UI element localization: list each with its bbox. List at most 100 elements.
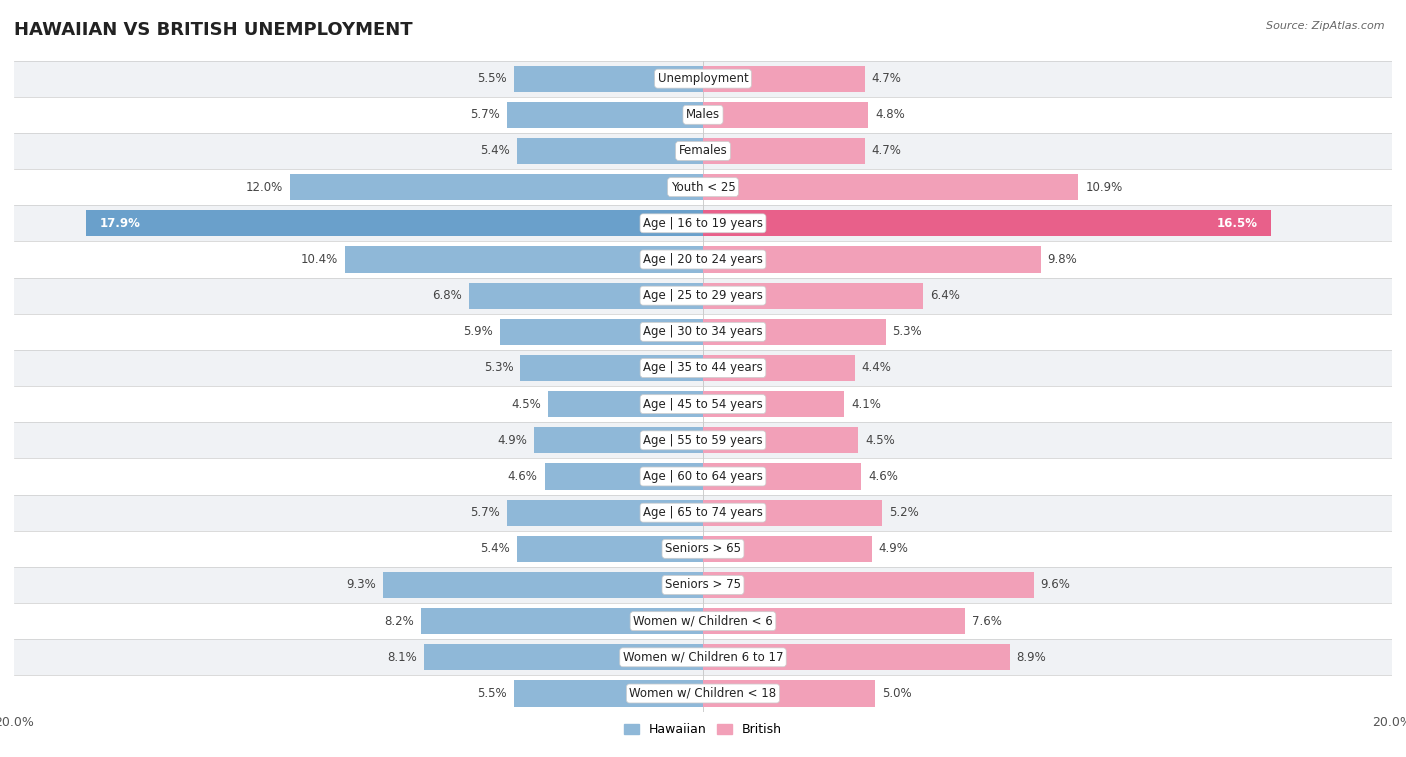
Text: 5.7%: 5.7%: [470, 108, 499, 121]
Bar: [703, 608, 965, 634]
Text: Women w/ Children 6 to 17: Women w/ Children 6 to 17: [623, 651, 783, 664]
Bar: [420, 608, 703, 634]
Bar: [513, 66, 703, 92]
Text: 4.9%: 4.9%: [879, 542, 908, 556]
Bar: [703, 247, 1040, 273]
Text: 16.5%: 16.5%: [1216, 217, 1257, 230]
Bar: [14, 61, 1392, 97]
Bar: [703, 644, 1010, 671]
Text: Age | 20 to 24 years: Age | 20 to 24 years: [643, 253, 763, 266]
Text: Age | 30 to 34 years: Age | 30 to 34 years: [643, 326, 763, 338]
Legend: Hawaiian, British: Hawaiian, British: [619, 718, 787, 741]
Text: 5.5%: 5.5%: [477, 687, 506, 700]
Text: 5.4%: 5.4%: [481, 542, 510, 556]
Text: 5.3%: 5.3%: [484, 362, 513, 375]
Text: 4.5%: 4.5%: [512, 397, 541, 410]
Bar: [703, 500, 882, 525]
Text: 4.6%: 4.6%: [869, 470, 898, 483]
Bar: [506, 500, 703, 525]
Bar: [517, 536, 703, 562]
Text: Age | 45 to 54 years: Age | 45 to 54 years: [643, 397, 763, 410]
Text: Age | 60 to 64 years: Age | 60 to 64 years: [643, 470, 763, 483]
Text: Unemployment: Unemployment: [658, 72, 748, 85]
Text: 8.1%: 8.1%: [387, 651, 418, 664]
Text: Youth < 25: Youth < 25: [671, 181, 735, 194]
Text: 6.8%: 6.8%: [432, 289, 461, 302]
Bar: [703, 174, 1078, 200]
Text: 9.8%: 9.8%: [1047, 253, 1077, 266]
Bar: [14, 494, 1392, 531]
Bar: [517, 138, 703, 164]
Bar: [14, 459, 1392, 494]
Text: 4.6%: 4.6%: [508, 470, 537, 483]
Text: 8.9%: 8.9%: [1017, 651, 1046, 664]
Bar: [703, 282, 924, 309]
Text: 4.7%: 4.7%: [872, 145, 901, 157]
Text: 4.7%: 4.7%: [872, 72, 901, 85]
Text: 4.8%: 4.8%: [875, 108, 905, 121]
Bar: [14, 313, 1392, 350]
Text: 5.0%: 5.0%: [882, 687, 911, 700]
Bar: [703, 355, 855, 381]
Text: 5.9%: 5.9%: [463, 326, 494, 338]
Text: 5.2%: 5.2%: [889, 506, 918, 519]
Text: 12.0%: 12.0%: [246, 181, 283, 194]
Text: Women w/ Children < 18: Women w/ Children < 18: [630, 687, 776, 700]
Bar: [499, 319, 703, 345]
Bar: [14, 386, 1392, 422]
Bar: [14, 567, 1392, 603]
Bar: [14, 205, 1392, 241]
Bar: [544, 463, 703, 490]
Text: 4.1%: 4.1%: [851, 397, 882, 410]
Text: 17.9%: 17.9%: [100, 217, 141, 230]
Bar: [290, 174, 703, 200]
Text: Seniors > 75: Seniors > 75: [665, 578, 741, 591]
Text: 4.5%: 4.5%: [865, 434, 894, 447]
Text: Males: Males: [686, 108, 720, 121]
Bar: [703, 391, 844, 417]
Bar: [468, 282, 703, 309]
Bar: [425, 644, 703, 671]
Bar: [506, 101, 703, 128]
Bar: [703, 572, 1033, 598]
Text: Age | 55 to 59 years: Age | 55 to 59 years: [643, 434, 763, 447]
Bar: [703, 101, 869, 128]
Bar: [703, 536, 872, 562]
Bar: [14, 97, 1392, 133]
Text: Seniors > 65: Seniors > 65: [665, 542, 741, 556]
Bar: [344, 247, 703, 273]
Bar: [703, 319, 886, 345]
Text: 7.6%: 7.6%: [972, 615, 1001, 628]
Text: Source: ZipAtlas.com: Source: ZipAtlas.com: [1267, 21, 1385, 31]
Bar: [548, 391, 703, 417]
Text: 9.3%: 9.3%: [346, 578, 375, 591]
Bar: [703, 66, 865, 92]
Text: Age | 35 to 44 years: Age | 35 to 44 years: [643, 362, 763, 375]
Bar: [703, 427, 858, 453]
Bar: [14, 639, 1392, 675]
Text: Females: Females: [679, 145, 727, 157]
Bar: [86, 210, 703, 236]
Text: 4.4%: 4.4%: [862, 362, 891, 375]
Bar: [703, 463, 862, 490]
Text: 10.4%: 10.4%: [301, 253, 337, 266]
Bar: [14, 531, 1392, 567]
Text: 5.7%: 5.7%: [470, 506, 499, 519]
Text: 5.4%: 5.4%: [481, 145, 510, 157]
Bar: [520, 355, 703, 381]
Text: Age | 65 to 74 years: Age | 65 to 74 years: [643, 506, 763, 519]
Bar: [382, 572, 703, 598]
Bar: [14, 278, 1392, 313]
Text: Age | 16 to 19 years: Age | 16 to 19 years: [643, 217, 763, 230]
Bar: [703, 138, 865, 164]
Text: Women w/ Children < 6: Women w/ Children < 6: [633, 615, 773, 628]
Text: 5.5%: 5.5%: [477, 72, 506, 85]
Text: 9.6%: 9.6%: [1040, 578, 1070, 591]
Bar: [14, 241, 1392, 278]
Text: 6.4%: 6.4%: [931, 289, 960, 302]
Bar: [14, 675, 1392, 712]
Text: 10.9%: 10.9%: [1085, 181, 1122, 194]
Text: 5.3%: 5.3%: [893, 326, 922, 338]
Text: Age | 25 to 29 years: Age | 25 to 29 years: [643, 289, 763, 302]
Text: 8.2%: 8.2%: [384, 615, 413, 628]
